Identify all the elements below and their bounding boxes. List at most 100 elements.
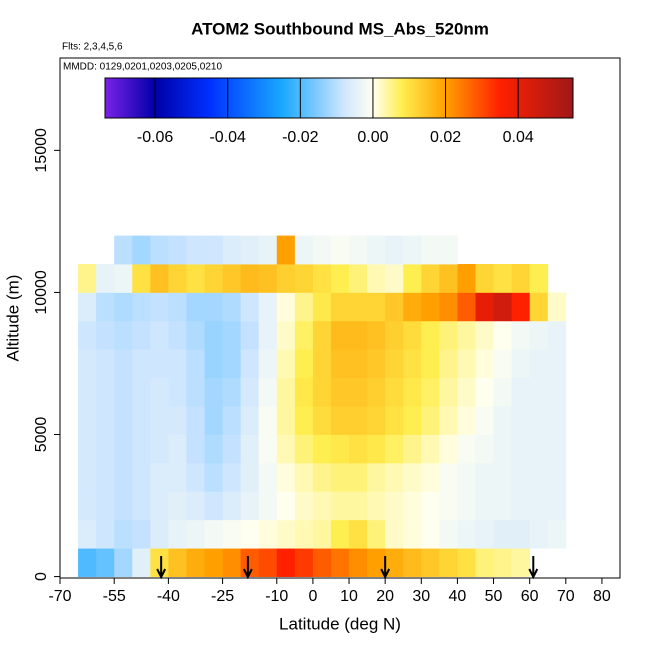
heat-cell xyxy=(168,406,187,435)
heat-cell xyxy=(186,377,205,407)
heat-cell xyxy=(439,292,458,322)
heat-cell xyxy=(294,320,314,350)
heat-cell xyxy=(150,377,169,407)
heat-cell xyxy=(96,462,115,492)
heat-cell xyxy=(385,434,404,464)
heat-cell xyxy=(547,519,567,549)
heat-cell xyxy=(475,292,494,322)
heat-cell xyxy=(475,491,494,521)
heat-cell xyxy=(276,548,296,577)
heat-cell xyxy=(276,462,296,492)
heat-cell xyxy=(421,292,440,322)
heat-cell xyxy=(511,491,531,521)
y-tick-label: 0 xyxy=(33,572,50,581)
heat-cell xyxy=(258,377,278,407)
heat-cell xyxy=(421,434,440,464)
heat-cell xyxy=(78,491,97,521)
heat-cell xyxy=(421,462,440,492)
heat-cell xyxy=(330,377,350,407)
heat-cell xyxy=(78,264,97,293)
heat-cell xyxy=(150,434,169,464)
heat-cell xyxy=(186,292,205,322)
x-tick-label: 20 xyxy=(376,588,394,605)
heat-cell xyxy=(204,349,223,379)
heat-cell xyxy=(312,519,332,549)
heat-cell xyxy=(421,235,440,265)
heat-cell xyxy=(421,349,440,379)
heat-cell xyxy=(403,434,422,464)
heat-cell xyxy=(529,462,549,492)
heat-cell xyxy=(457,462,476,492)
heat-cell xyxy=(276,320,296,350)
heat-cell xyxy=(204,548,223,577)
heat-cell xyxy=(204,292,223,322)
x-tick-label: -70 xyxy=(48,588,71,605)
x-tick-label: 40 xyxy=(449,588,467,605)
heat-cell xyxy=(529,434,549,464)
heat-cell xyxy=(511,264,531,293)
heat-cell xyxy=(385,406,404,435)
heat-cell xyxy=(367,519,386,549)
heat-cell xyxy=(168,434,187,464)
y-tick-label: 10000 xyxy=(33,270,50,315)
heat-cell xyxy=(367,264,386,293)
heat-cell xyxy=(168,491,187,521)
heat-cell xyxy=(475,462,494,492)
colorbar-tick-label: -0.02 xyxy=(282,129,319,146)
heat-cell xyxy=(204,462,223,492)
heat-cell xyxy=(439,349,458,379)
heat-cell xyxy=(132,349,151,379)
heat-cell xyxy=(457,406,476,435)
x-tick-label: 10 xyxy=(340,588,358,605)
heat-cell xyxy=(385,292,404,322)
heat-cell xyxy=(529,406,549,435)
heat-cell xyxy=(240,406,260,435)
heat-cell xyxy=(421,377,440,407)
heat-cell xyxy=(493,264,513,293)
heat-cell xyxy=(367,235,386,265)
heat-cell xyxy=(349,406,368,435)
heat-cell xyxy=(457,519,476,549)
heat-cell xyxy=(258,434,278,464)
heat-cell xyxy=(493,434,513,464)
heat-cell xyxy=(511,320,531,350)
heat-cell xyxy=(186,519,205,549)
heat-cell xyxy=(276,491,296,521)
heat-cell xyxy=(186,349,205,379)
heat-cell xyxy=(439,491,458,521)
heat-cell xyxy=(294,434,314,464)
heat-cell xyxy=(547,320,567,350)
heat-cell xyxy=(475,548,494,577)
heat-cell xyxy=(475,349,494,379)
heat-cell xyxy=(114,434,133,464)
heat-cell xyxy=(367,462,386,492)
heat-cell xyxy=(421,320,440,350)
heat-cell xyxy=(294,264,314,293)
heat-cell xyxy=(403,349,422,379)
heat-cell xyxy=(312,349,332,379)
heat-cell xyxy=(493,462,513,492)
heat-cell xyxy=(349,235,368,265)
heat-cell xyxy=(78,462,97,492)
heat-cell xyxy=(114,548,133,577)
heat-cell xyxy=(367,349,386,379)
heat-cell xyxy=(349,377,368,407)
heat-cell xyxy=(150,406,169,435)
heat-cell xyxy=(132,377,151,407)
heat-cell xyxy=(493,548,513,577)
colorbar-tick-label: 0.04 xyxy=(503,129,534,146)
heat-cell xyxy=(222,349,242,379)
heat-cell xyxy=(403,491,422,521)
heat-cell xyxy=(258,292,278,322)
colorbar-tick-label: -0.04 xyxy=(209,129,246,146)
heat-cell xyxy=(403,406,422,435)
heat-cell xyxy=(222,235,242,265)
heat-cell xyxy=(204,264,223,293)
heat-cell xyxy=(114,519,133,549)
heat-cell xyxy=(330,519,350,549)
heat-cell xyxy=(294,491,314,521)
heat-cell xyxy=(330,292,350,322)
y-axis-label: Altitude (m) xyxy=(3,275,22,362)
flights-note: Flts: 2,3,4,5,6 xyxy=(62,42,123,53)
heat-cell xyxy=(186,548,205,577)
